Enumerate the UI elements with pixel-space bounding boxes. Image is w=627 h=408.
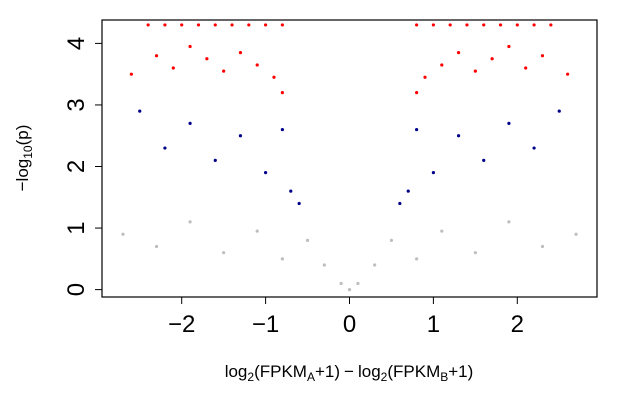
not-significant-point [255,229,259,233]
y-tick-label: 0 [63,283,90,296]
y-tick-label: 4 [63,37,90,50]
highly-significant-point [255,63,259,67]
y-tick-label: 1 [63,221,90,234]
highly-significant-point [205,57,209,61]
not-significant-point [280,257,284,261]
y-axis-label: −log10(p) [13,125,35,192]
not-significant-point [440,229,444,233]
significant-point [507,121,511,126]
highly-significant-point [213,23,217,27]
significant-point [482,158,486,162]
highly-significant-point [188,44,192,49]
highly-significant-point [129,72,133,76]
x-tick-label: −2 [168,311,195,338]
highly-significant-point [431,23,435,27]
significant-point [264,171,268,175]
significant-point [289,189,293,193]
x-axis: −2 −1 0 1 2 [168,297,524,338]
plot-border [101,19,598,298]
highly-significant-point [272,75,276,79]
highly-significant-point [196,23,201,27]
highly-significant-point [180,23,184,27]
not-significant-point [339,281,343,286]
not-significant-point [347,288,352,292]
significant-point [138,109,142,113]
highly-significant-point [146,23,150,27]
y-tick-label: 3 [63,98,90,111]
highly-significant-point [482,23,486,27]
highly-significant-point [238,51,243,55]
not-significant-point [507,220,511,224]
highly-significant-point [415,23,419,27]
not-significant-point [574,232,578,236]
not-significant-point [389,238,394,242]
not-significant-point [154,244,159,249]
highly-significant-point [498,23,503,27]
significant-point [415,127,419,132]
significant-point [456,134,461,138]
highly-significant-point [566,72,570,76]
significant-point [213,158,217,162]
highly-significant-point [280,23,284,27]
not-significant-point [540,244,545,249]
highly-significant-point [540,54,545,58]
highly-significant-point [524,66,528,70]
highly-significant-point [264,23,268,27]
highly-significant-point [154,54,159,58]
significant-point [557,109,561,113]
not-significant-point [356,281,360,286]
not-significant-point [322,263,326,267]
y-tick-label: 2 [63,160,90,173]
highly-significant-point [473,69,477,73]
x-tick-label: 2 [511,311,524,338]
highly-significant-point [490,57,494,61]
highly-significant-point [532,23,536,27]
not-significant-point [188,220,192,224]
highly-significant-point [549,23,553,27]
highly-significant-point [247,23,251,27]
not-significant-point [473,251,477,255]
significant-point [532,146,536,150]
highly-significant-point [222,69,226,73]
highly-significant-point [507,44,511,49]
not-significant-point [415,257,419,261]
highly-significant-point [280,91,284,95]
significant-point [297,201,301,206]
highly-significant-point [465,23,469,27]
highly-significant-point [423,75,427,79]
not-significant-point [305,238,310,242]
highly-significant-point [415,91,419,95]
significant-point [431,171,435,175]
x-tick-label: −1 [252,311,279,338]
significant-point [238,134,243,138]
significant-point [188,121,192,126]
highly-significant-point [171,66,175,70]
x-tick-label: 0 [343,311,356,338]
x-axis-label: log2(FPKMA+1) − log2(FPKMB+1) [225,362,474,384]
not-significant-point [222,251,226,255]
significant-point [280,127,284,132]
not-significant-point [121,232,125,236]
significant-point [398,201,402,206]
highly-significant-point [515,23,519,27]
not-significant-point [373,263,377,267]
highly-significant-point [440,63,444,67]
points-layer [121,23,578,292]
significant-point [163,146,167,150]
highly-significant-point [230,23,234,27]
highly-significant-point [456,51,461,55]
highly-significant-point [448,23,452,27]
significant-point [406,189,410,193]
y-axis: 0 1 2 3 4 [63,37,102,296]
highly-significant-point [163,23,167,27]
x-tick-label: 1 [427,311,440,338]
